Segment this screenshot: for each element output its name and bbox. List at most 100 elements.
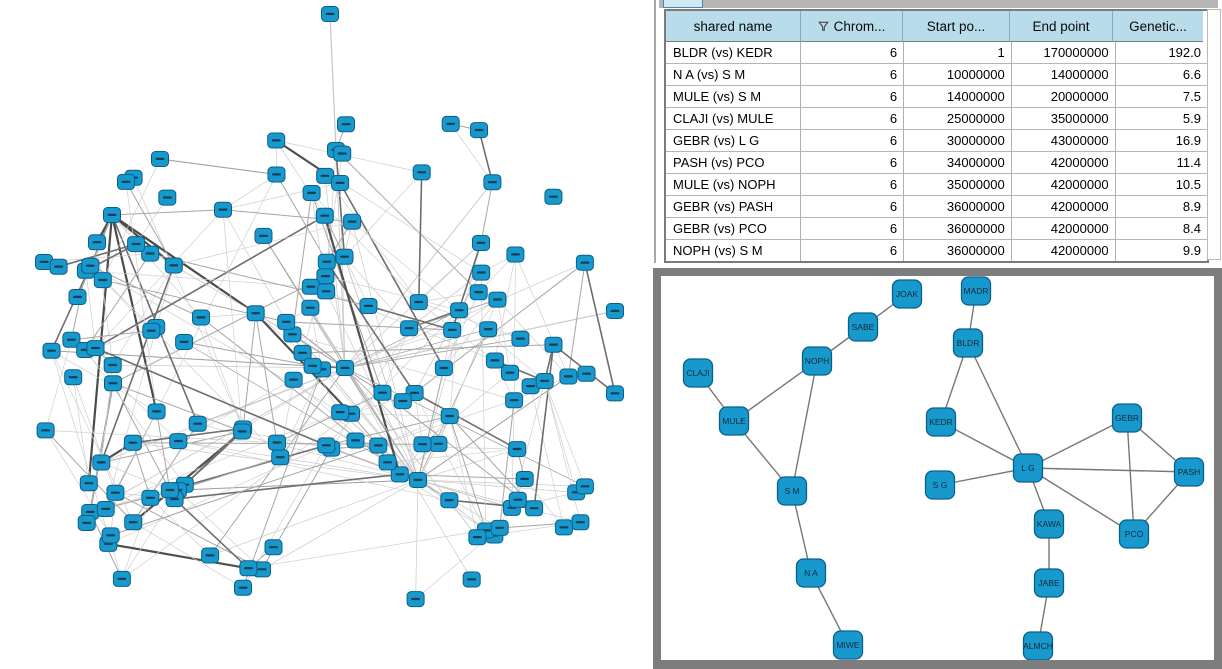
network-node[interactable] [515,471,534,487]
table-cell[interactable]: 6 [801,108,905,130]
network-node[interactable] [104,375,122,392]
network-node[interactable] [301,299,320,316]
network-node[interactable] [321,6,339,22]
network-node[interactable] [393,393,412,410]
table-cell[interactable]: 8.9 [1115,196,1207,218]
node-LG[interactable]: L G [1012,453,1044,483]
network-node[interactable] [112,570,131,587]
network-node[interactable] [317,253,336,270]
network-node[interactable] [359,298,378,314]
network-node[interactable] [188,415,207,432]
table-cell[interactable]: 7.5 [1115,86,1207,108]
network-node[interactable] [142,322,161,339]
network-node[interactable] [103,357,122,374]
network-node[interactable] [267,166,286,183]
network-node[interactable] [293,344,312,361]
network-node[interactable] [64,369,83,386]
node-SM[interactable]: S M [776,476,808,506]
table-cell[interactable]: 42000000 [1011,218,1116,240]
network-node[interactable] [443,322,462,338]
network-node[interactable] [303,357,322,374]
table-cell[interactable]: 9.9 [1115,240,1207,261]
network-node[interactable] [158,189,177,206]
network-node[interactable] [606,385,624,402]
table-cell[interactable]: PASH (vs) PCO [666,152,802,174]
table-row[interactable]: N A (vs) S M 6 10000000 14000000 6.6 [666,64,1207,86]
network-node[interactable] [49,258,68,275]
column-header-end-point[interactable]: End point [1010,11,1113,42]
network-node[interactable] [81,257,100,274]
network-node[interactable] [462,571,481,588]
node-CLAJI[interactable]: CLAJI [682,358,714,388]
network-node[interactable] [101,527,120,544]
table-cell[interactable]: 20000000 [1011,86,1116,108]
network-node[interactable] [400,320,419,337]
network-node[interactable] [490,519,509,536]
network-node[interactable] [544,336,563,353]
node-NOPH[interactable]: NOPH [801,346,833,376]
table-cell[interactable]: 6 [801,86,905,108]
table-row[interactable]: GEBR (vs) PASH 6 36000000 42000000 8.9 [666,196,1207,218]
network-node[interactable] [315,207,334,224]
network-node[interactable] [409,472,427,488]
table-row[interactable]: MULE (vs) NOPH 6 35000000 42000000 10.5 [666,174,1207,196]
network-node[interactable] [508,491,527,508]
network-node[interactable] [559,368,578,385]
network-node[interactable] [316,268,335,285]
network-node[interactable] [331,175,350,191]
table-cell[interactable]: N A (vs) S M [666,64,802,86]
network-node[interactable] [106,484,125,501]
network-node[interactable] [124,514,143,531]
node-KAWA[interactable]: KAWA [1033,509,1065,539]
network-node[interactable] [316,167,335,184]
table-top-tab[interactable] [663,0,703,8]
network-node[interactable] [192,309,210,326]
network-node[interactable] [511,330,530,347]
table-cell[interactable]: 1 [904,42,1012,64]
table-scrollbar-gutter[interactable] [1207,9,1221,260]
network-node[interactable] [472,264,491,281]
edge-LG-GEBR[interactable] [1027,417,1128,469]
network-node[interactable] [123,434,142,451]
network-node[interactable] [268,434,286,451]
table-cell[interactable]: 11.4 [1115,152,1207,174]
node-BLDR[interactable]: BLDR [952,328,984,358]
node-JOAK[interactable]: JOAK [891,279,923,309]
node-GEBR[interactable]: GEBR [1111,403,1143,433]
node-PASH[interactable]: PASH [1173,457,1205,487]
network-node[interactable] [369,437,388,454]
network-node[interactable] [127,236,146,253]
network-node[interactable] [508,441,527,458]
table-cell[interactable]: 36000000 [904,240,1012,261]
network-node[interactable] [440,492,459,509]
node-NA[interactable]: N A [795,558,827,588]
network-node[interactable] [233,423,252,440]
column-header-chrom---[interactable]: Chrom... [801,11,903,42]
edge-GEBR-PCO[interactable] [1126,417,1135,535]
node-PCO[interactable]: PCO [1118,519,1150,549]
table-cell[interactable]: 8.4 [1115,218,1207,240]
network-node[interactable] [214,201,232,218]
table-row[interactable]: NOPH (vs) S M 6 36000000 42000000 9.9 [666,240,1207,261]
network-node[interactable] [239,560,258,577]
network-node[interactable] [440,408,459,425]
node-KEDR[interactable]: KEDR [925,407,957,437]
table-cell[interactable]: 34000000 [904,152,1012,174]
network-node[interactable] [479,321,498,338]
network-node[interactable] [267,132,286,149]
network-node[interactable] [201,547,220,564]
network-node[interactable] [96,501,115,517]
node-JABE[interactable]: JABE [1033,568,1065,598]
network-node[interactable] [331,404,350,421]
network-node[interactable] [234,579,252,596]
network-node[interactable] [302,185,321,201]
table-cell[interactable]: 6 [801,174,905,196]
network-node[interactable] [141,245,160,262]
network-node[interactable] [409,294,428,311]
table-row[interactable]: PASH (vs) PCO 6 34000000 42000000 11.4 [666,152,1207,174]
network-node[interactable] [469,284,488,301]
table-cell[interactable]: MULE (vs) NOPH [666,174,802,196]
network-node[interactable] [412,164,431,181]
network-node[interactable] [79,475,98,492]
network-node[interactable] [317,437,336,454]
